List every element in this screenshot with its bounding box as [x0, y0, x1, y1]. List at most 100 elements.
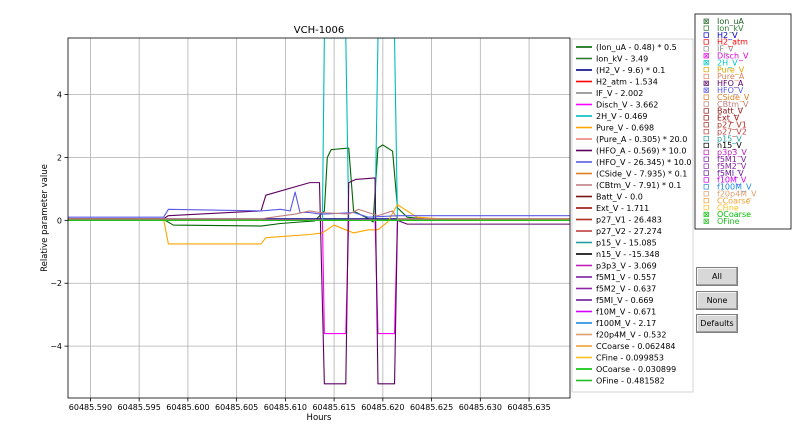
checkbox-f100m-v[interactable]: f100M_V [703, 183, 752, 192]
checkbox-2h-v[interactable]: 2H_V [703, 58, 738, 67]
checkbox-mark [704, 212, 708, 217]
checkbox-box[interactable] [703, 142, 709, 149]
legend-entry: Ext_V - 1.711 [596, 204, 649, 213]
x-tick-label: 60485.605 [215, 403, 258, 412]
legend-entry: 2H_V - 0.469 [596, 112, 647, 121]
legend-entry: (CBtm_V - 7.91) * 0.1 [596, 181, 681, 190]
checkbox-f5mi-v[interactable]: f5MI_V [703, 169, 744, 178]
x-tick-label: 60485.595 [118, 403, 161, 412]
checkbox-mark [704, 54, 708, 58]
plot-area [68, 38, 570, 398]
legend-entry: Batt_V - 0.0 [596, 193, 643, 202]
checkbox-hfo-v[interactable]: HFO_V [703, 86, 744, 95]
checkbox-box[interactable] [703, 66, 709, 73]
checkbox-cfine[interactable]: CFine [703, 203, 739, 212]
checkbox-label: OCoarse [717, 210, 751, 219]
all-button[interactable]: All [696, 267, 738, 286]
checkbox-cbtm-v[interactable]: CBtm_V [703, 100, 749, 109]
checkbox-pure-a[interactable]: Pure_A [703, 72, 745, 81]
checkbox-box[interactable] [703, 198, 709, 204]
checkbox-f10m-v[interactable]: f10M_V [703, 176, 747, 185]
x-tick-label: 60485.610 [264, 403, 307, 412]
checkbox-p27-v2[interactable]: p27_V2 [703, 127, 747, 136]
legend-entry: CFine - 0.099853 [596, 354, 664, 363]
checkbox-label: CSide_V [717, 93, 750, 102]
checkbox-f5m2-v[interactable]: f5M2_V [703, 162, 747, 171]
checkbox-box[interactable] [703, 170, 709, 176]
checkbox-f5m1-v[interactable]: f5M1_V [703, 155, 747, 164]
checkbox-if-v[interactable]: IF_V [703, 45, 734, 54]
checkbox-p3p3-v[interactable]: p3p3_V [703, 148, 747, 157]
checkbox-box[interactable] [703, 184, 709, 190]
checkbox-ccoarse[interactable]: CCoarse [703, 196, 750, 205]
legend-entry: f100M_V - 2.17 [596, 319, 656, 328]
checkbox-box[interactable] [703, 149, 709, 155]
checkbox-label: OFine [717, 217, 740, 226]
checkbox-ion-ua[interactable]: Ion_uA [703, 17, 744, 26]
checkbox-box[interactable] [703, 156, 709, 162]
legend-entry: Ion_kV - 3.49 [596, 55, 648, 64]
legend-entry: f5MI_V - 0.669 [596, 296, 654, 305]
legend-entry: f10M_V - 0.671 [596, 308, 656, 317]
checkbox-cside-v[interactable]: CSide_V [703, 93, 750, 102]
checkbox-label: f5M2_V [717, 162, 747, 171]
checkbox-box[interactable] [703, 73, 709, 80]
checkbox-box[interactable] [703, 101, 709, 107]
checkbox-box[interactable] [703, 191, 709, 197]
checkbox-label: p3p3_V [717, 148, 747, 157]
checkbox-box[interactable] [703, 25, 709, 31]
checkbox-mark [704, 219, 708, 224]
none-button[interactable]: None [696, 291, 738, 310]
defaults-button[interactable]: Defaults [696, 314, 738, 333]
checkbox-batt-v[interactable]: Batt_V [703, 107, 744, 116]
checkbox-box[interactable] [703, 32, 709, 38]
checkbox-box[interactable] [703, 39, 709, 45]
legend-entry: (Ion_uA - 0.48) * 0.5 [596, 43, 677, 52]
checkbox-box[interactable] [703, 204, 709, 211]
checkbox-p27-v1[interactable]: p27_V1 [703, 121, 747, 130]
checkbox-label: CBtm_V [717, 100, 749, 109]
checkbox-label: f20p4M_V [717, 190, 757, 199]
checkbox-label: n15_V [717, 141, 742, 150]
x-tick-label: 60485.615 [312, 403, 355, 412]
checkbox-n15-v[interactable]: n15_V [703, 141, 742, 150]
checkbox-box[interactable] [703, 94, 709, 100]
legend-entry: Pure_V - 0.698 [596, 124, 654, 133]
checkbox-pure-v[interactable]: Pure_V [703, 65, 745, 74]
checkbox-ocoarse[interactable]: OCoarse [703, 210, 751, 219]
y-tick-label: 2 [57, 153, 62, 162]
checkbox-label: HFO_V [717, 86, 744, 95]
y-axis-label: Relative parameter value [40, 164, 50, 272]
legend-entry: n15_V - -15.348 [596, 250, 660, 259]
checkbox-hfo-a[interactable]: HFO_A [703, 79, 744, 88]
plot-frame [67, 37, 571, 399]
checkbox-label: Ion_kV [717, 24, 744, 33]
checkbox-box[interactable] [703, 129, 709, 135]
checkbox-box[interactable] [703, 163, 709, 169]
legend-entry: IF_V - 2.002 [596, 89, 643, 98]
checkbox-h2-v[interactable]: H2_V [703, 31, 738, 40]
checkbox-box[interactable] [703, 177, 709, 183]
checkbox-disch-v[interactable]: Disch_V [703, 52, 749, 61]
checkbox-label: IF_V [717, 45, 734, 54]
checkbox-ofine[interactable]: OFine [703, 217, 740, 226]
checkbox-panel: Ion_uAIon_kVH2_VH2_atmIF_VDisch_V2H_VPur… [694, 13, 792, 230]
legend-box [571, 38, 694, 393]
legend: (Ion_uA - 0.48) * 0.5 Ion_kV - 3.49 (H2_V … [571, 38, 694, 393]
checkbox-label: 2H_V [717, 58, 738, 67]
series-line-7 [68, 204, 570, 245]
checkbox-p15-v[interactable]: p15_V [703, 134, 742, 143]
checkbox-label: H2_V [717, 31, 738, 40]
checkbox-box[interactable] [703, 122, 709, 128]
checkbox-f20p4m-v[interactable]: f20p4M_V [703, 190, 757, 199]
checkbox-box[interactable] [703, 115, 709, 121]
checkbox-ion-kv[interactable]: Ion_kV [703, 24, 744, 33]
checkbox-box[interactable] [703, 46, 709, 52]
checkbox-ext-v[interactable]: Ext_V [703, 114, 740, 123]
checkbox-h2-atm[interactable]: H2_atm [703, 38, 748, 47]
checkbox-box[interactable] [703, 108, 709, 114]
checkbox-label: p27_V2 [717, 127, 747, 136]
checkbox-label: Batt_V [717, 107, 744, 116]
checkbox-box[interactable] [703, 135, 709, 142]
checkbox-label: p15_V [717, 134, 742, 143]
